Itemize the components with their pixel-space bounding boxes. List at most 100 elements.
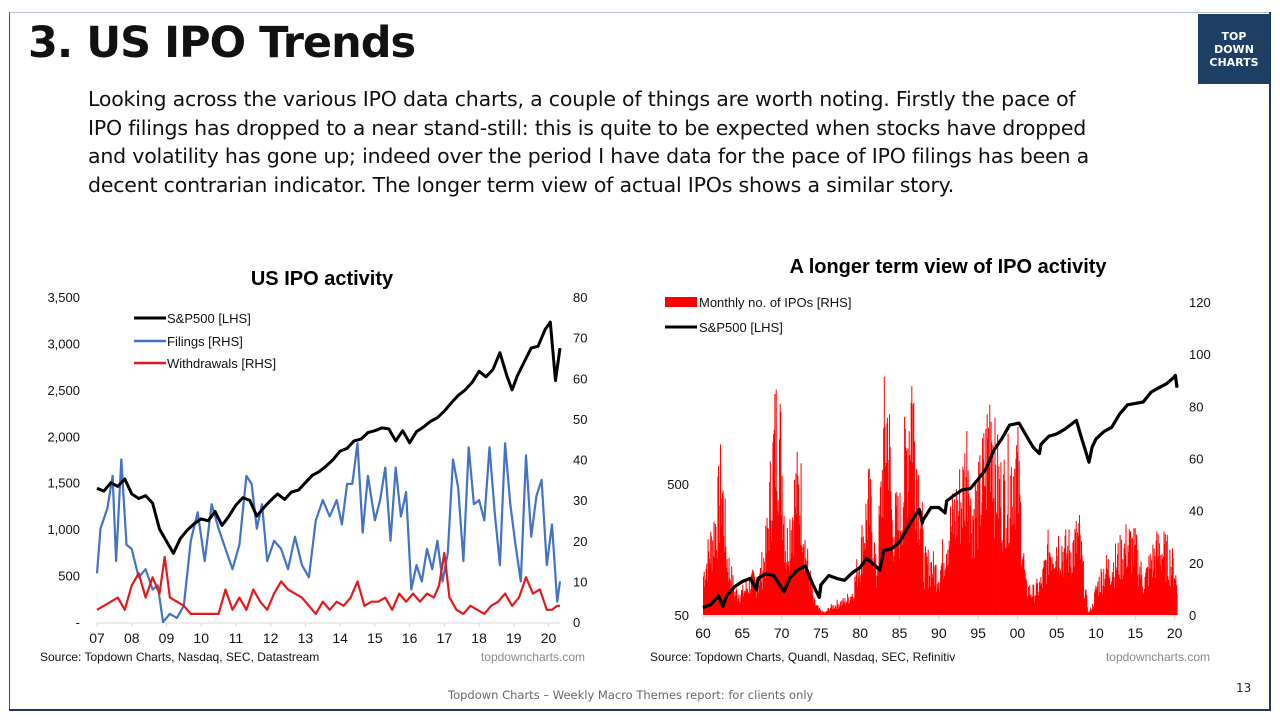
x-axis-tick-label: 20 <box>541 630 557 646</box>
ipo-bar <box>1106 568 1108 615</box>
ipo-bar <box>1059 574 1061 615</box>
ipo-bar <box>849 596 851 615</box>
ipo-bar <box>1025 578 1027 615</box>
ipo-bar <box>748 592 750 615</box>
longer-term-ipo-chart: A longer term view of IPO activity 50 500… <box>650 256 1211 664</box>
ipo-bar <box>708 558 710 615</box>
ipo-bar <box>818 609 820 615</box>
ipo-bar <box>1031 596 1033 615</box>
ipo-bar <box>777 510 779 615</box>
ipo-bar <box>898 530 900 615</box>
ipo-bar <box>1020 567 1022 615</box>
ipo-bar <box>792 520 794 615</box>
ipo-bar <box>920 523 922 615</box>
ipo-bar <box>1012 506 1014 615</box>
ipo-bar <box>1130 531 1132 615</box>
ipo-bar <box>1072 542 1074 615</box>
ipo-bar <box>943 563 945 615</box>
ipo-bar <box>711 570 713 615</box>
ipo-bar <box>773 434 775 615</box>
x-axis-tick-label: 10 <box>1088 625 1104 641</box>
ipo-bar <box>951 493 953 615</box>
ipo-bar <box>855 575 857 615</box>
ipo-bar <box>1077 532 1079 615</box>
ipo-bar <box>959 543 961 615</box>
ipo-bar <box>1050 570 1052 615</box>
ipo-bar <box>910 461 912 615</box>
intro-line: IPO filings has dropped to a near stand-… <box>88 115 1087 140</box>
ipo-bar <box>896 530 898 615</box>
ipo-bar <box>840 606 842 615</box>
ipo-bar <box>877 567 879 615</box>
ipo-bar <box>1033 602 1035 615</box>
ipo-bar <box>980 525 982 615</box>
ipo-bar <box>1079 534 1081 615</box>
ipo-bar <box>926 556 928 615</box>
ipo-bar <box>956 535 958 615</box>
ipo-bar <box>866 519 868 615</box>
ipo-bar <box>790 530 792 615</box>
ipo-bar <box>801 552 803 615</box>
ipo-bar <box>868 469 870 615</box>
ipo-bar <box>722 490 724 615</box>
ipo-bar <box>1069 550 1071 615</box>
ipo-bar <box>780 411 782 615</box>
ipo-bar <box>826 611 828 615</box>
slide-title: 3. US IPO Trends <box>28 18 416 68</box>
ipo-bar <box>1115 543 1117 615</box>
ipo-bar <box>734 591 736 615</box>
ipo-bar <box>1174 580 1176 615</box>
ipo-bar <box>1033 584 1035 615</box>
ipo-bar <box>946 566 948 615</box>
ipo-bar <box>849 602 851 615</box>
ipo-bar <box>1020 502 1022 615</box>
ipo-bar <box>886 423 888 615</box>
ipo-bar <box>1068 529 1070 615</box>
x-axis-tick-label: 16 <box>402 630 418 646</box>
ipo-bar <box>1060 574 1062 615</box>
ipo-bar <box>1006 528 1008 615</box>
ipo-bar <box>1104 579 1106 615</box>
ipo-bar <box>972 519 974 615</box>
ipo-bar <box>891 509 893 615</box>
ipo-bar <box>1149 553 1151 615</box>
ipo-bar <box>854 581 856 615</box>
ipo-bar <box>805 565 807 615</box>
ipo-bar <box>1061 561 1063 615</box>
ipo-bar <box>778 439 780 615</box>
ipo-bar <box>813 597 815 615</box>
ipo-bar <box>1050 556 1052 615</box>
ipo-bar <box>1155 540 1157 615</box>
ipo-bar <box>751 572 753 615</box>
ipo-bar <box>1156 559 1158 615</box>
ipo-bar <box>704 579 706 615</box>
ipo-bar <box>1048 574 1050 615</box>
ipo-bar <box>904 428 906 615</box>
left-axis-tick-label: 1,500 <box>47 476 80 491</box>
ipo-bar <box>856 586 858 615</box>
ipo-bar <box>975 517 977 615</box>
ipo-bar <box>1064 536 1066 615</box>
ipo-bar <box>800 463 802 615</box>
ipo-bar <box>945 568 947 615</box>
ipo-bar <box>1097 581 1099 615</box>
ipo-bar <box>1011 525 1013 615</box>
ipo-bar <box>957 500 959 615</box>
ipo-bar <box>881 470 883 615</box>
ipo-bar <box>913 402 915 615</box>
ipo-bar <box>1076 553 1078 615</box>
ipo-bar <box>833 608 835 615</box>
ipo-bar <box>1058 567 1060 615</box>
ipo-bar <box>1009 517 1011 615</box>
ipo-bar <box>911 386 913 615</box>
ipo-bar <box>719 505 721 615</box>
ipo-bar <box>1148 556 1150 615</box>
ipo-bar <box>984 486 986 615</box>
ipo-bar <box>714 557 716 615</box>
logo-line-3: CHARTS <box>1209 55 1259 69</box>
ipo-bar <box>752 569 754 615</box>
ipo-bar <box>1126 566 1128 615</box>
ipo-bar <box>955 488 957 615</box>
x-axis-tick-label: 13 <box>298 630 314 646</box>
ipo-bar <box>1164 534 1166 615</box>
